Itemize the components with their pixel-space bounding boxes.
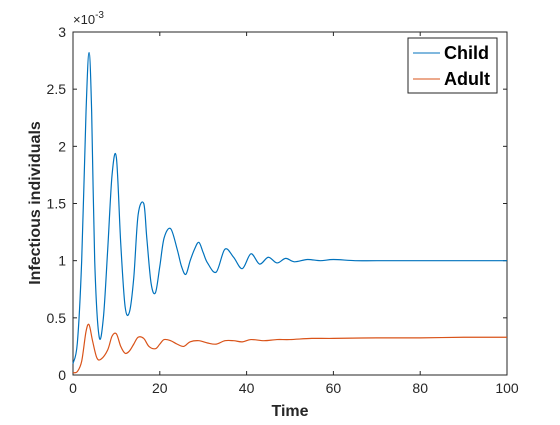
y-tick-label: 2.5 xyxy=(47,81,67,97)
y-tick-label: 0.5 xyxy=(47,310,67,326)
x-axis-title: Time xyxy=(271,403,308,420)
legend: Child Adult xyxy=(407,37,498,94)
series-line-child xyxy=(72,51,507,364)
y-tick-label: 0 xyxy=(58,367,66,383)
y-tick-label: 2 xyxy=(58,138,66,154)
x-tick-label: 20 xyxy=(152,380,168,396)
x-tick-label: 40 xyxy=(239,380,255,396)
y-tick-label: 1.5 xyxy=(47,196,67,212)
x-tick-label: 0 xyxy=(69,380,77,396)
x-tick-label: 80 xyxy=(412,380,428,396)
series-line-adult xyxy=(72,323,508,374)
tick-marks xyxy=(72,31,508,376)
y-exponent-label: ×10-3 xyxy=(73,10,104,27)
y-tick-label: 1 xyxy=(58,253,66,269)
x-tick-label: 100 xyxy=(495,380,519,396)
legend-box xyxy=(407,37,498,94)
legend-label-child: Child xyxy=(444,43,489,63)
tick-labels: 0 20 40 60 80 100 0 0.5 1 1.5 2 2.5 3 xyxy=(47,24,519,396)
x-tick-label: 60 xyxy=(326,380,342,396)
y-axis-title: Infectious individuals xyxy=(27,121,44,285)
series-lines xyxy=(72,51,508,374)
y-tick-label: 3 xyxy=(58,24,66,40)
legend-label-adult: Adult xyxy=(444,69,490,89)
